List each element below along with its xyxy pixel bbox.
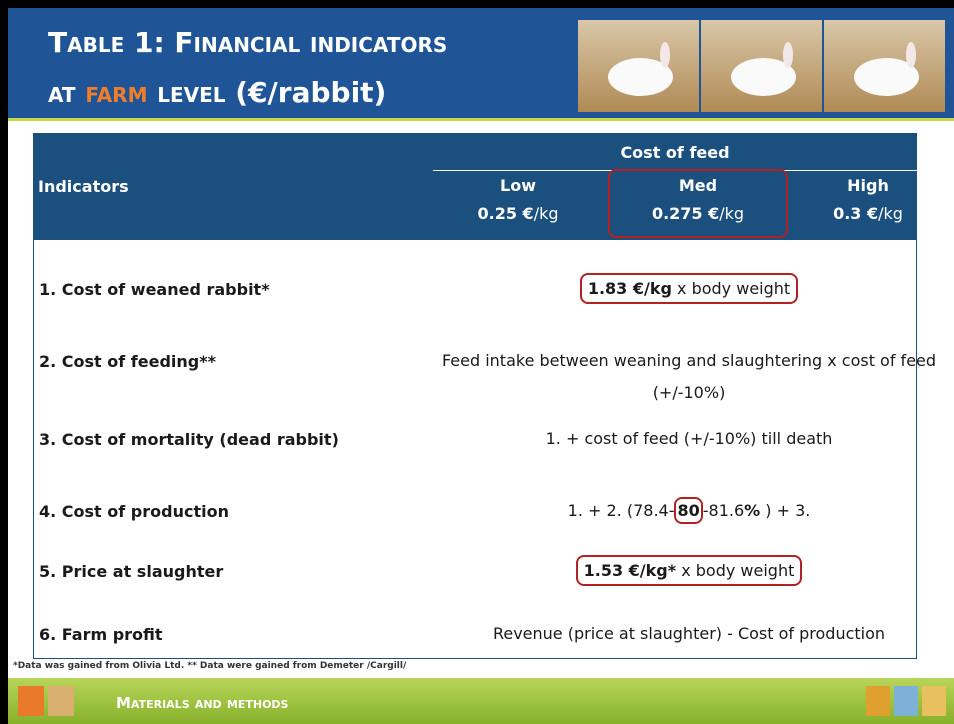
indicators-header: Indicators xyxy=(38,177,129,196)
level: High xyxy=(778,175,954,197)
value-part: -81.6 xyxy=(703,501,744,520)
value-part: 1. + 2. (78.4- xyxy=(568,501,675,520)
icon xyxy=(48,686,74,716)
footnote: *Data was gained from Olivia Ltd. ** Dat… xyxy=(13,661,406,671)
slide: Table 1: Financial indicators at farm le… xyxy=(8,8,954,724)
value-part: % xyxy=(744,501,760,520)
price-value: 0.25 € xyxy=(478,204,534,223)
value-part: x body weight xyxy=(672,279,790,298)
row-value: Revenue (price at slaughter) - Cost of p… xyxy=(429,618,949,650)
column-header: High 0.3 €/kg xyxy=(778,175,954,225)
icon xyxy=(894,686,918,716)
group-header: Cost of feed xyxy=(433,143,917,162)
row-label: 3. Cost of mortality (dead rabbit) xyxy=(39,430,339,449)
row-label: 6. Farm profit xyxy=(39,625,163,644)
title-line1: Table 1: Financial indicators xyxy=(48,26,447,59)
price-value: 0.3 € xyxy=(833,204,878,223)
row-value: 1. + cost of feed (+/-10%) till death xyxy=(429,423,949,455)
value-part: 1.83 €/kg xyxy=(588,279,672,298)
row-value: 1.83 €/kg x body weight xyxy=(429,273,949,305)
row-label: 1. Cost of weaned rabbit* xyxy=(39,280,270,299)
page: Table 1: Financial indicators at farm le… xyxy=(0,0,954,724)
title-part: (€/rabbit) xyxy=(235,76,386,109)
footer: Materials and methods xyxy=(8,678,954,724)
price: 0.25 €/kg xyxy=(428,203,608,225)
value-text: Feed intake between weaning and slaughte… xyxy=(442,351,936,402)
value-text: 1. + cost of feed (+/-10%) till death xyxy=(546,429,833,448)
price-unit: /kg xyxy=(534,204,559,223)
value-part: 1. + cost of feed (+/-10%) till death xyxy=(546,429,833,448)
value-part: 1.53 €/kg* xyxy=(584,561,676,580)
value-part: x body weight xyxy=(676,561,794,580)
value-part: Revenue (price at slaughter) - Cost of p… xyxy=(493,624,885,643)
price: 0.3 €/kg xyxy=(778,203,954,225)
title-part: level xyxy=(147,76,235,109)
row-value: 1.53 €/kg* x body weight xyxy=(429,555,949,587)
value-part: Feed intake between weaning and slaughte… xyxy=(442,351,936,402)
photo xyxy=(701,20,822,112)
icon xyxy=(866,686,890,716)
highlight-box xyxy=(608,169,788,238)
column-header: Low 0.25 €/kg xyxy=(428,175,608,225)
photo xyxy=(578,20,699,112)
title-part: farm xyxy=(85,76,147,109)
photo xyxy=(824,20,945,112)
title-line2: at farm level (€/rabbit) xyxy=(48,76,386,109)
value-text: 1.83 €/kg x body weight xyxy=(580,273,798,304)
icon xyxy=(922,686,946,716)
price-unit: /kg xyxy=(878,204,903,223)
row-label: 4. Cost of production xyxy=(39,502,229,521)
section-title: Materials and methods xyxy=(116,694,288,712)
row-value: 1. + 2. (78.4-80-81.6% ) + 3. xyxy=(429,495,949,527)
divider xyxy=(8,118,954,121)
row-label: 5. Price at slaughter xyxy=(39,562,223,581)
value-text: 1. + 2. (78.4-80-81.6% ) + 3. xyxy=(568,497,811,524)
icon xyxy=(18,686,44,716)
row-label: 2. Cost of feeding** xyxy=(39,352,216,371)
row-value: Feed intake between weaning and slaughte… xyxy=(429,345,949,409)
value-text: Revenue (price at slaughter) - Cost of p… xyxy=(493,624,885,643)
header: Table 1: Financial indicators at farm le… xyxy=(8,8,954,118)
value-text: 1.53 €/kg* x body weight xyxy=(576,555,803,586)
level: Low xyxy=(428,175,608,197)
value-part: ) + 3. xyxy=(760,501,810,520)
value-part: 80 xyxy=(674,497,702,524)
title-part: at xyxy=(48,76,85,109)
table-body: 1. Cost of weaned rabbit* 1.83 €/kg x bod… xyxy=(33,240,917,659)
